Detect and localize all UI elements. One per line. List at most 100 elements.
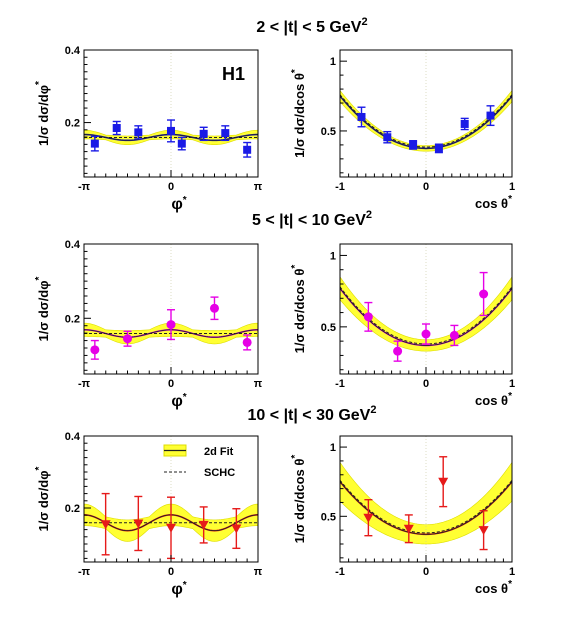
circle-marker (421, 329, 431, 339)
plot-area (84, 244, 258, 374)
triangle-marker (478, 526, 489, 536)
x-tick-label: -1 (335, 378, 345, 390)
data-point (90, 339, 100, 360)
triangle-marker (133, 519, 144, 529)
square-marker (409, 140, 418, 149)
data-point (393, 340, 403, 362)
x-tick-label: π (254, 378, 263, 390)
triangle-marker (231, 524, 242, 534)
circle-marker (363, 312, 373, 322)
triangle-marker (438, 477, 449, 487)
plot-area (340, 436, 512, 562)
data-point (409, 140, 418, 150)
data-point (363, 301, 373, 332)
panel-phi-row2: -π 0 π 0.2 0.4 1/σ dσ/dφ* φ* 2d Fit SCHC (34, 431, 263, 598)
x-tick-label: 1 (509, 181, 515, 193)
square-marker (460, 119, 469, 128)
data-point (449, 324, 459, 347)
x-tick-label: 1 (509, 566, 515, 578)
y-axis-label: 1/σ dσ/dφ* (34, 466, 51, 531)
row-title: 5 < |t| < 10 GeV2 (252, 209, 372, 229)
data-point (167, 119, 175, 143)
triangle-marker (363, 513, 374, 523)
data-point (209, 296, 219, 321)
data-point (383, 130, 392, 144)
legend-schc-label: SCHC (204, 467, 235, 479)
square-marker (221, 129, 230, 138)
x-tick-label: 0 (423, 181, 429, 193)
x-tick-label: 0 (168, 181, 174, 193)
panel-phi-row0: -π 0 π 0.2 0.4 1/σ dσ/dφ* φ* H1 (34, 45, 263, 213)
circle-marker (449, 330, 459, 340)
data-point (478, 510, 489, 551)
data-point (434, 143, 443, 154)
x-axis-label: cos θ* (475, 579, 512, 596)
y-tick-label: 0.4 (65, 239, 81, 251)
row-title: 10 < |t| < 30 GeV2 (248, 404, 377, 424)
y-axis-label: 1/σ dσ/dcos θ* (290, 455, 307, 544)
y-tick-label: 0.4 (65, 431, 81, 443)
data-point (123, 330, 133, 347)
x-axis-label: φ* (171, 580, 186, 598)
data-point (438, 456, 449, 508)
experiment-label: H1 (222, 64, 245, 84)
x-tick-label: 0 (168, 378, 174, 390)
square-marker (199, 129, 208, 138)
data-point (460, 117, 469, 131)
x-tick-label: -π (78, 378, 91, 390)
x-tick-label: π (254, 566, 263, 578)
data-point (363, 498, 374, 537)
circle-marker (123, 334, 133, 344)
y-axis-label: 1/σ dσ/dφ* (34, 81, 51, 146)
y-axis-label: 1/σ dσ/dφ* (34, 276, 51, 341)
square-marker (486, 111, 495, 120)
data-point (90, 135, 99, 152)
x-tick-label: 0 (168, 566, 174, 578)
circle-marker (393, 346, 403, 356)
schc-curve (340, 94, 512, 148)
x-axis-label: φ* (171, 195, 186, 213)
data-point (231, 508, 242, 550)
square-marker (243, 145, 252, 154)
fit-error-band (340, 461, 512, 545)
y-tick-label: 0.5 (321, 322, 336, 334)
x-tick-label: 0 (423, 378, 429, 390)
y-tick-label: 1 (330, 442, 336, 454)
x-tick-label: -π (78, 566, 91, 578)
plot-area (84, 436, 258, 562)
data-point (166, 309, 176, 341)
data-point (242, 334, 252, 351)
legend-fit-label: 2d Fit (204, 446, 234, 458)
y-axis-label: 1/σ dσ/dcos θ* (290, 69, 307, 158)
panel-cos-row1: -1 0 1 0.5 1 1/σ dσ/dcos θ* cos θ* (290, 243, 515, 408)
x-tick-label: 1 (509, 378, 515, 390)
y-tick-label: 0.5 (321, 511, 336, 523)
legend: 2d Fit SCHC (163, 444, 235, 479)
panel-phi-row1: -π 0 π 0.2 0.4 1/σ dσ/dφ* φ* (34, 239, 263, 410)
data-point (166, 496, 176, 560)
circle-marker (479, 289, 489, 299)
fit-curve (340, 95, 512, 149)
data-point (221, 125, 230, 142)
x-tick-label: -1 (335, 181, 345, 193)
triangle-marker (100, 520, 111, 530)
square-marker (134, 128, 143, 137)
data-point (133, 495, 144, 552)
square-marker (383, 133, 392, 142)
square-marker (90, 139, 99, 148)
data-point (177, 136, 186, 151)
y-tick-label: 1 (330, 56, 336, 68)
circle-marker (242, 337, 252, 347)
square-marker (177, 139, 186, 148)
data-point (112, 120, 121, 136)
plot-area (340, 244, 512, 374)
data-point (479, 271, 489, 317)
square-marker (357, 112, 366, 121)
x-tick-label: 0 (423, 566, 429, 578)
data-point (243, 141, 252, 158)
x-tick-label: π (254, 181, 263, 193)
data-point (421, 323, 431, 345)
fit-error-band (340, 276, 512, 352)
y-tick-label: 0.4 (65, 45, 81, 57)
